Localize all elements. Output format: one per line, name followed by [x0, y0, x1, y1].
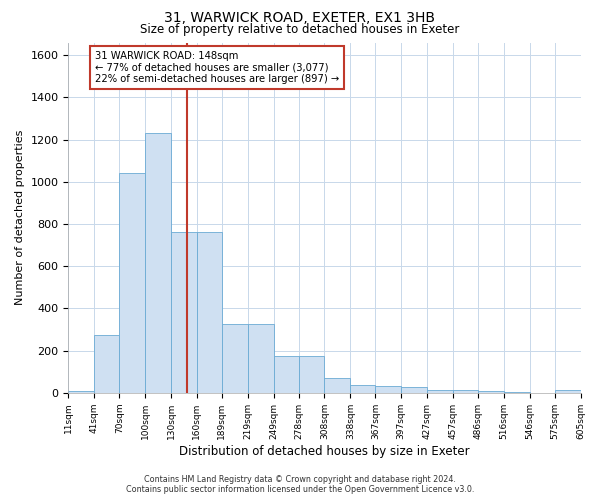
Bar	[376, 386, 401, 393]
X-axis label: Distribution of detached houses by size in Exeter: Distribution of detached houses by size …	[179, 444, 470, 458]
Bar	[248, 324, 274, 393]
Y-axis label: Number of detached properties: Number of detached properties	[15, 130, 25, 306]
Bar	[119, 174, 145, 393]
Bar	[427, 390, 453, 393]
Bar	[94, 335, 119, 393]
Bar	[274, 356, 299, 393]
Text: 31, WARWICK ROAD, EXETER, EX1 3HB: 31, WARWICK ROAD, EXETER, EX1 3HB	[164, 12, 436, 26]
Bar	[401, 387, 427, 393]
Bar	[222, 324, 248, 393]
Bar	[197, 232, 222, 393]
Bar	[504, 392, 530, 393]
Text: 31 WARWICK ROAD: 148sqm
← 77% of detached houses are smaller (3,077)
22% of semi: 31 WARWICK ROAD: 148sqm ← 77% of detache…	[95, 51, 340, 84]
Bar	[68, 391, 94, 393]
Bar	[299, 356, 325, 393]
Bar	[453, 390, 478, 393]
Text: Contains HM Land Registry data © Crown copyright and database right 2024.
Contai: Contains HM Land Registry data © Crown c…	[126, 474, 474, 494]
Bar	[478, 391, 504, 393]
Bar	[171, 232, 197, 393]
Bar	[350, 385, 376, 393]
Bar	[145, 134, 171, 393]
Bar	[554, 390, 581, 393]
Text: Size of property relative to detached houses in Exeter: Size of property relative to detached ho…	[140, 24, 460, 36]
Bar	[325, 378, 350, 393]
